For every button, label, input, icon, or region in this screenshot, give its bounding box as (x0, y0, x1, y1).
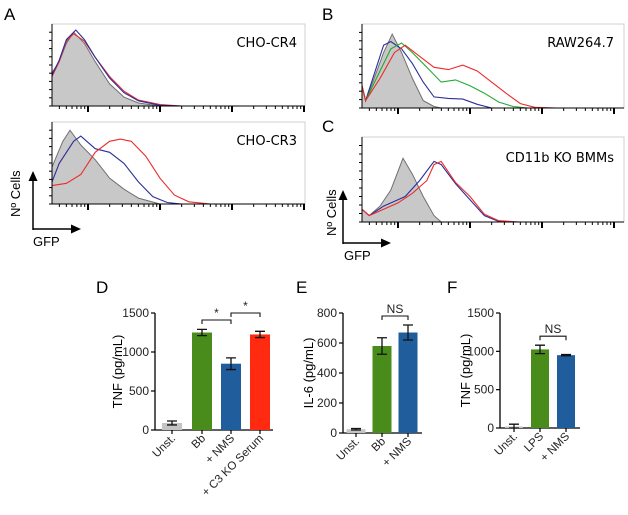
axis-arrows-c (338, 190, 391, 248)
histogram-line-red (361, 44, 622, 109)
bar (250, 334, 270, 430)
histogram-b-2: RAW264.7 (359, 23, 625, 114)
error-bar (197, 328, 207, 337)
significance-label: * (214, 306, 219, 320)
significance-bracket (230, 312, 261, 317)
error-bar (377, 337, 387, 355)
histogram-line-blue (361, 40, 622, 109)
error-bar (226, 357, 236, 371)
sample-label: CD11b KO BMMs (506, 151, 615, 166)
bar (221, 363, 241, 430)
error-bar (535, 344, 545, 355)
y-axis-label: TNF (pg/mL) (110, 335, 125, 409)
category-label: Bb (190, 433, 208, 451)
bar (346, 429, 366, 433)
y-tick-label: 600 (317, 336, 337, 350)
error-bar (167, 420, 177, 426)
bar (531, 349, 549, 428)
histogram-a-1: CHO-CR3 (49, 121, 306, 210)
y-axis-label: TNF (pg/mL) (458, 334, 473, 408)
error-bar (351, 427, 361, 431)
significance-bracket (381, 315, 409, 320)
panel-label-d: D (96, 278, 108, 297)
significance-label: NS (545, 322, 562, 336)
y-tick-label: 1500 (467, 306, 494, 320)
category-label: Unst. (335, 436, 362, 463)
histogram-a-0: CHO-CR4 (49, 23, 306, 112)
y-tick-label: 500 (474, 383, 494, 397)
y-tick-label: 0 (142, 423, 149, 437)
y-tick-label: 1000 (122, 345, 149, 359)
category-label: + NMS (539, 430, 573, 464)
histogram-c-3: CD11b KO BMMs (359, 136, 625, 228)
y-tick-label: 1000 (467, 344, 494, 358)
bar (162, 422, 182, 430)
panel-label-b: B (322, 5, 333, 24)
y-axis-label: IL-6 (pg/mL) (301, 338, 316, 409)
histogram-line-green (361, 42, 622, 109)
histogram-line-blue (51, 135, 304, 205)
y-tick-label: 200 (317, 396, 337, 410)
panel-label-e: E (296, 278, 307, 297)
panel-label-c: C (322, 117, 334, 136)
y-tick-label: 800 (317, 306, 337, 320)
bar (557, 355, 575, 428)
significance-bracket (201, 319, 232, 324)
significance-label: NS (387, 302, 404, 316)
error-bar (561, 353, 571, 357)
histogram-line-red (51, 138, 304, 205)
y-axis-label-c: Nº Cells (324, 189, 339, 236)
sample-label: CHO-CR4 (236, 36, 297, 51)
significance-label: * (243, 299, 248, 313)
x-axis-label-c: GFP (344, 248, 371, 263)
panel-label-a: A (4, 5, 16, 24)
error-bar (403, 324, 413, 341)
bar-chart-e: 0 200 400 600 800 IL-6 (pg/mL) Unst. Bb+ NMS NS (301, 302, 422, 469)
bar (372, 346, 392, 433)
sample-label: RAW264.7 (547, 36, 614, 51)
category-label: Bb (370, 436, 388, 454)
y-tick-label: 400 (317, 366, 337, 380)
y-tick-label: 1500 (122, 306, 149, 320)
error-bar (255, 330, 265, 339)
y-tick-label: 500 (129, 384, 149, 398)
axis-arrows-a (28, 171, 81, 234)
sample-label: CHO-CR3 (236, 134, 297, 149)
significance-bracket (539, 335, 567, 341)
category-label: + NMS (381, 435, 415, 469)
histogram-line-blue (51, 29, 304, 107)
y-axis-label-a: Nº Cells (8, 170, 23, 217)
y-tick-label: 0 (330, 426, 337, 440)
histogram-line-red (361, 160, 622, 223)
panel-label-f: F (447, 278, 457, 297)
bar (398, 332, 418, 433)
x-axis-label-a: GFP (33, 234, 60, 249)
category-label: Unst. (151, 433, 178, 460)
bar (192, 332, 212, 430)
error-bar (509, 423, 519, 429)
category-label: Unst. (493, 431, 520, 458)
y-tick-label: 0 (487, 421, 494, 435)
